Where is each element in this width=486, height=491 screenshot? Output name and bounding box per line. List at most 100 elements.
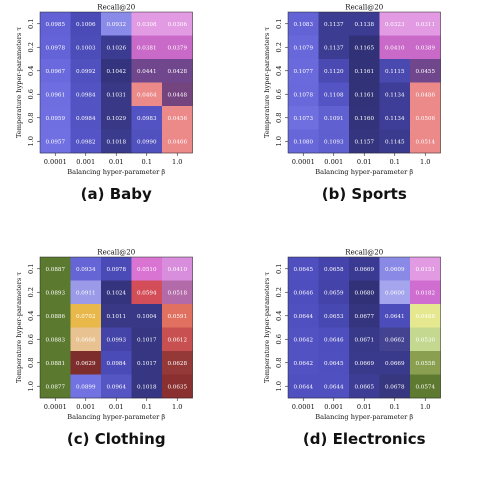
panel-3-cell-r1-c2	[101, 280, 132, 305]
panel-1-cell-value: 0.0308	[137, 22, 157, 28]
panel-1-ytick-label: 0.2	[27, 42, 35, 53]
panel-4-cell-r2-c4	[410, 304, 441, 328]
panel-2-ytick-label: 0.2	[275, 42, 283, 53]
panel-2-cell-r0-c3	[379, 12, 411, 36]
panel-3-cell-value: 0.0899	[76, 384, 96, 390]
panel-1-cell-r0-c4	[162, 12, 193, 36]
panel-1-cell-r4-c4	[162, 106, 193, 130]
panel-2-cell-value: 0.0455	[415, 69, 435, 75]
panel-4-ytick-label: 0.4	[275, 311, 283, 322]
panel-2-cell-r3-c1	[318, 82, 350, 107]
panel-3-title: Recall@20	[97, 249, 135, 257]
panel-1-cell-value: 0.0306	[167, 22, 187, 28]
panel-1-xtick-label: 0.0001	[44, 158, 67, 166]
panel-1-cell-value: 0.0990	[137, 139, 157, 145]
panel-2-cell-r1-c2	[349, 35, 380, 60]
panel-4-cell-value: 0.0653	[324, 314, 344, 320]
panel-3-cell-value: 0.0612	[167, 337, 187, 343]
panel-2-ytick-label: 1.0	[275, 136, 283, 147]
panel-2-cell-value: 0.0311	[415, 22, 435, 28]
panel-3-ytick-label: 0.2	[27, 287, 35, 298]
panel-4-xlabel: Balancing hyper-parameter β	[315, 413, 413, 421]
panel-2-cell-r0-c4	[410, 12, 441, 36]
panel-3-cell-r0-c2	[101, 257, 132, 281]
panel-2-cell-value: 0.0389	[415, 45, 435, 51]
panel-1-cell-value: 0.1031	[106, 92, 126, 98]
panel-4-cell-value: 0.0488	[415, 314, 435, 320]
panel-1-cell-value: 0.0379	[167, 45, 187, 51]
panel-4-cell-r5-c3	[379, 374, 411, 399]
panel-3-cell-value: 0.0964	[106, 384, 126, 390]
panel-2-cell-r0-c2	[349, 12, 380, 36]
panel-3-ytick-label: 0.1	[27, 264, 35, 275]
panel-3-cell-r4-c2	[101, 351, 132, 375]
panel-2-cell-value: 0.1077	[293, 69, 313, 75]
panel-4-cell-value: 0.0665	[354, 384, 374, 390]
panel-4-cell-value: 0.0641	[385, 314, 405, 320]
panel-1-cell-r1-c1	[70, 35, 102, 60]
panel-4-cell-value: 0.0645	[293, 267, 313, 273]
panel-3-xtick-label: 0.01	[109, 403, 124, 411]
panel-2-cell-value: 0.1120	[324, 69, 344, 75]
panel-3-cell-value: 0.1018	[137, 384, 157, 390]
panel-3-cell-r5-c3	[131, 374, 163, 399]
panel-4-cell-r3-c1	[318, 327, 350, 352]
panel-1-cell-value: 0.0984	[76, 116, 96, 122]
panel-1-ytick-label: 0.8	[27, 113, 35, 124]
panel-1-cell-r3-c2	[101, 82, 132, 107]
panel-3-ytick-label: 0.6	[27, 334, 35, 345]
panel-4-cell-r4-c4	[410, 351, 441, 375]
panel-3-cell-r4-c3	[131, 351, 163, 375]
panel-3-cell-r0-c0	[40, 257, 71, 281]
panel-1-cell-r5-c2	[101, 129, 132, 154]
panel-1-ytick-label: 0.1	[27, 19, 35, 30]
panel-3-cell-value: 0.1024	[106, 290, 126, 296]
panel-3-cell-value: 0.0594	[137, 290, 157, 296]
panel-2-cell-r4-c3	[379, 106, 411, 130]
panel-4-cell-r5-c2	[349, 374, 380, 399]
panel-4-cell-value: 0.0662	[385, 337, 405, 343]
panel-3-cell-value: 0.0518	[167, 290, 187, 296]
panel-2-cell-r4-c1	[318, 106, 350, 130]
panel-1-cell-r5-c3	[131, 129, 163, 154]
panel-2-cell-r5-c0	[288, 129, 319, 154]
panel-1-cell-value: 0.0992	[76, 69, 96, 75]
panel-4-cell-value: 0.0645	[324, 361, 344, 367]
panel-3-caption: (c) Clothing	[67, 430, 166, 448]
panel-1-ytick-label: 0.6	[27, 89, 35, 100]
panel-3-cell-value: 0.1017	[137, 361, 157, 367]
panel-3-cell-r3-c4	[162, 327, 193, 352]
panel-1-cell-r0-c0	[40, 12, 71, 36]
panel-4-cell-value: 0.0669	[354, 361, 374, 367]
panel-2-cell-r2-c3	[379, 59, 411, 83]
panel-2-cell-r5-c4	[410, 129, 441, 154]
panel-3-cell-r3-c0	[40, 327, 71, 352]
panel-1-cell-value: 0.0441	[137, 69, 157, 75]
panel-1-ytick-label: 0.4	[27, 66, 35, 77]
panel-1-cell-value: 0.1026	[106, 45, 126, 51]
panel-2-cell-r4-c4	[410, 106, 441, 130]
panel-2-cell-value: 0.1079	[293, 45, 313, 51]
panel-1-cell-value: 0.1006	[76, 22, 96, 28]
panel-3-cell-r5-c0	[40, 374, 71, 399]
panel-2-cell-value: 0.1157	[354, 139, 374, 145]
panel-3-cell-value: 0.0881	[45, 361, 65, 367]
panel-4-cell-value: 0.0669	[385, 361, 405, 367]
panel-3-cell-r2-c2	[101, 304, 132, 328]
panel-2-cell-value: 0.1137	[324, 22, 344, 28]
panel-3-cell-r5-c1	[70, 374, 102, 399]
panel-4-cell-value: 0.0669	[354, 267, 374, 273]
panel-2-cell-r4-c0	[288, 106, 319, 130]
panel-4-caption: (d) Electronics	[303, 430, 426, 448]
panel-1-cell-value: 0.0448	[167, 92, 187, 98]
panel-1-cell-r5-c4	[162, 129, 193, 154]
panel-2-cell-value: 0.0486	[415, 92, 435, 98]
panel-4-cell-r0-c1	[318, 257, 350, 281]
panel-2-cell-r2-c0	[288, 59, 319, 83]
panel-3-cell-r3-c2	[101, 327, 132, 352]
panel-4-cell-value: 0.0558	[415, 361, 435, 367]
panel-4-cell-value: 0.0646	[293, 290, 313, 296]
panel-3-cell-r5-c2	[101, 374, 132, 399]
panel-2-cell-r1-c3	[379, 35, 411, 60]
panel-3-cell-r1-c0	[40, 280, 71, 305]
